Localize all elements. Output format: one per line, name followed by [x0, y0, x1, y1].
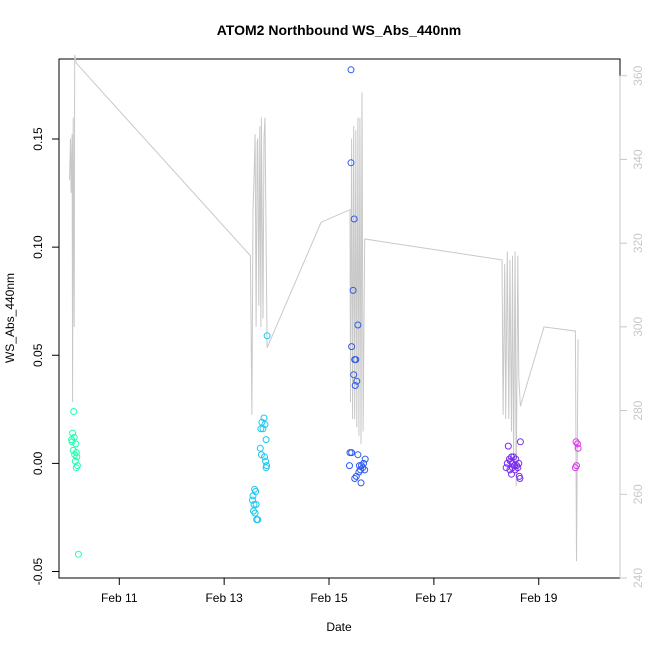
data-point [263, 332, 271, 340]
data-point [361, 455, 369, 463]
data-point [506, 457, 514, 465]
series-line [69, 54, 579, 562]
data-point [70, 408, 78, 415]
data-point [350, 371, 358, 379]
secondary-y-tick-label: 340 [631, 149, 645, 169]
secondary-y-tick-label: 300 [631, 317, 645, 337]
data-point [251, 509, 259, 517]
y-tick-label: 0.15 [31, 127, 45, 151]
secondary-y-tick-label: 320 [631, 233, 645, 253]
x-tick-label: Feb 11 [101, 591, 138, 605]
secondary-y-tick-label: 260 [631, 484, 645, 504]
data-point [352, 472, 360, 480]
chart-title: ATOM2 Northbound WS_Abs_440nm [217, 22, 462, 38]
data-point [259, 425, 267, 433]
data-point [346, 462, 353, 470]
data-point [262, 464, 270, 472]
data-point [516, 438, 524, 446]
data-point [262, 457, 270, 465]
data-point [351, 382, 359, 389]
data-point [361, 466, 369, 474]
data-point [504, 442, 512, 450]
data-point [72, 440, 80, 448]
data-point [351, 475, 359, 482]
x-axis-label: Date [326, 620, 352, 634]
data-point [359, 464, 367, 472]
data-point [249, 496, 256, 504]
secondary-y-tick-label: 360 [631, 65, 645, 85]
x-tick-label: Feb 17 [415, 591, 453, 605]
data-point [516, 475, 524, 482]
data-point [348, 449, 356, 457]
data-point [256, 444, 264, 452]
data-point [72, 449, 80, 457]
data-point [349, 286, 357, 294]
y-tick-label: 0.05 [31, 343, 45, 367]
data-point [572, 438, 580, 446]
data-point [574, 440, 581, 448]
secondary-y-tick-label: 280 [631, 400, 645, 420]
data-point [72, 464, 80, 472]
y-tick-label: 0.00 [31, 451, 45, 475]
data-point [73, 453, 81, 461]
data-point [261, 453, 268, 461]
data-point [262, 436, 270, 444]
data-point [347, 66, 355, 74]
data-point [357, 479, 365, 487]
data-point [261, 421, 269, 428]
data-point [71, 457, 79, 465]
data-point [250, 501, 258, 508]
y-axis-label: WS_Abs_440nm [3, 273, 17, 363]
data-point [571, 464, 579, 472]
point-layer [68, 66, 582, 558]
data-point [360, 459, 368, 467]
data-point [354, 451, 362, 459]
data-point [350, 215, 358, 223]
data-point [347, 159, 355, 167]
x-tick-label: Feb 19 [520, 591, 558, 605]
data-point [252, 501, 260, 508]
data-point [514, 464, 522, 472]
data-point [74, 550, 82, 558]
data-point [348, 343, 356, 351]
x-tick-label: Feb 15 [310, 591, 348, 605]
line-layer [69, 54, 579, 562]
data-point [508, 453, 515, 461]
data-point [574, 444, 582, 452]
y-tick-label: -0.05 [31, 558, 45, 586]
data-point [249, 492, 257, 500]
data-point [250, 507, 257, 515]
secondary-y-tick-label: 240 [631, 568, 645, 588]
data-point [254, 516, 262, 524]
data-point [353, 377, 361, 385]
secondary-y-axis: 240 260 280 300 320 340 360 [619, 65, 645, 588]
data-point [69, 429, 77, 437]
x-tick-label: Feb 13 [205, 591, 243, 605]
data-point [71, 451, 79, 459]
data-point [508, 470, 515, 478]
x-axis: Feb 11 Feb 13 Feb 15 Feb 17 Feb 19 [101, 578, 558, 605]
data-point [354, 321, 362, 329]
data-point [68, 438, 76, 446]
y-axis: -0.05 0.00 0.05 0.10 0.15 [31, 127, 59, 585]
data-point [352, 356, 360, 364]
data-point [260, 414, 268, 422]
data-point [357, 466, 364, 474]
data-point [257, 425, 265, 433]
data-point [70, 433, 78, 441]
y-tick-label: 0.10 [31, 235, 45, 259]
data-point [515, 459, 523, 467]
